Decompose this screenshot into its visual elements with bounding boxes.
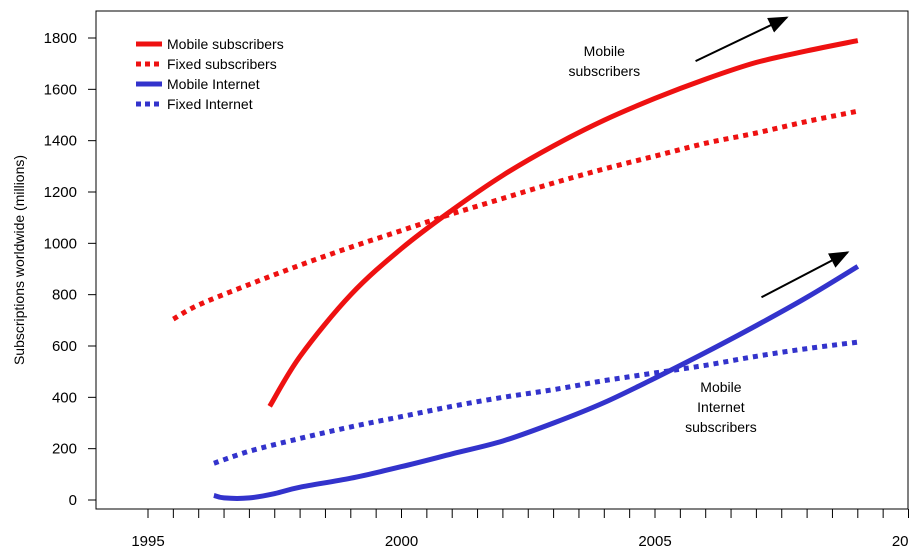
annotation-text: subscribers (685, 419, 757, 435)
x-tick-label: 2005 (638, 533, 671, 550)
y-tick-label: 1600 (44, 81, 77, 98)
x-tick-label: 1995 (131, 533, 164, 550)
series-line-mobile-internet (213, 264, 860, 501)
y-tick-label: 800 (52, 287, 77, 304)
annotation-arrow (695, 16, 789, 63)
annotation-text: Mobile (700, 379, 741, 395)
series-line-fixed-internet (213, 339, 859, 466)
y-tick-label: 1200 (44, 184, 77, 201)
annotation-text: Mobile (584, 43, 625, 59)
y-tick-label: 600 (52, 338, 77, 355)
y-tick-label: 1800 (44, 30, 77, 47)
y-tick-label: 1400 (44, 133, 77, 150)
annotations: Mobile subscribers Mobile Internet subscribe… (569, 16, 850, 435)
series-line-fixed-subscribers (172, 108, 859, 322)
legend-label: Mobile Internet (167, 76, 260, 92)
y-tick-label: 200 (52, 441, 77, 458)
plot-frame (95, 10, 909, 510)
series-layer (172, 38, 860, 501)
y-tick-label: 0 (69, 492, 77, 509)
series-line-mobile-subscribers (267, 38, 859, 408)
annotation-text: subscribers (569, 63, 641, 79)
y-axis-label: Subscriptions worldwide (millions) (11, 155, 27, 365)
y-tick-label: 400 (52, 389, 77, 406)
y-tick-label: 1000 (44, 235, 77, 252)
legend: Mobile subscribers Fixed subscribers Mobil… (130, 25, 318, 120)
annotation-arrow (761, 251, 850, 299)
x-tick-label: 2000 (385, 533, 418, 550)
axes: 1995 2000 2005 2010 0 200 400 600 800 1000 1200 140… (11, 10, 909, 550)
legend-box (130, 25, 318, 120)
legend-label: Mobile subscribers (167, 36, 284, 52)
legend-label: Fixed subscribers (167, 56, 277, 72)
legend-label: Fixed Internet (167, 96, 253, 112)
annotation-text: Internet (697, 399, 745, 415)
x-tick-label: 2010 (892, 533, 909, 550)
